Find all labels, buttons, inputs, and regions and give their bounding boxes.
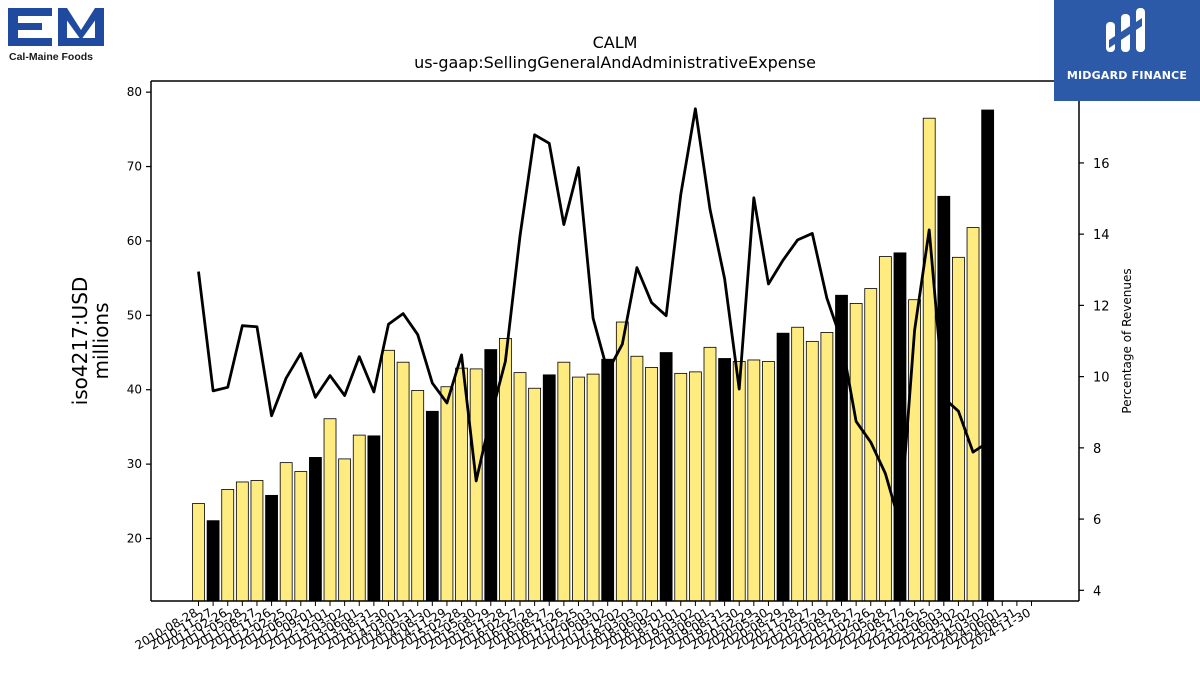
bar (630, 355, 644, 602)
bar (849, 303, 863, 602)
chart-title: CALM (593, 33, 638, 52)
percentage-line (197, 107, 989, 526)
y-tick-label: 30 (127, 457, 142, 471)
bar (440, 386, 454, 602)
bar (338, 458, 352, 602)
bar (659, 352, 673, 602)
bar (703, 346, 717, 602)
bar (279, 462, 293, 602)
bar (542, 374, 556, 602)
bar (411, 390, 425, 602)
bar (586, 373, 600, 602)
bar (250, 480, 264, 602)
bar (206, 520, 220, 602)
bar (425, 410, 439, 602)
bar (309, 457, 322, 602)
bar (557, 361, 571, 602)
bar (952, 256, 965, 602)
bar (323, 418, 337, 602)
y2-tick-label: 4 (1093, 584, 1101, 599)
y-tick-label: 80 (127, 85, 142, 99)
bar (192, 503, 205, 602)
y2-tick-label: 14 (1093, 228, 1110, 243)
y-tick-label: 70 (127, 160, 142, 174)
bar (528, 387, 542, 602)
bar (221, 489, 235, 602)
bar (674, 372, 688, 602)
bars-layer (192, 109, 995, 602)
bar (791, 326, 805, 602)
y2-tick-label: 16 (1093, 157, 1110, 172)
bar (981, 109, 995, 602)
bar (235, 481, 249, 602)
bar (382, 349, 395, 602)
bar (572, 376, 585, 602)
bar (469, 368, 483, 602)
bar (688, 371, 702, 602)
y-tick-label: 60 (127, 234, 142, 248)
bar (367, 435, 381, 602)
midgard-finance-logo-text: MIDGARD FINANCE (1066, 69, 1188, 82)
midgard-finance-logo: MIDGARD FINANCE (1054, 0, 1200, 101)
cal-maine-emblem-icon (8, 8, 104, 46)
cal-maine-logo-text: Cal-Maine Foods (9, 51, 94, 63)
bar (294, 471, 308, 602)
y2-axis-label: Percentage of Revenues (1120, 268, 1134, 413)
bar (601, 358, 615, 602)
bar (396, 361, 410, 602)
bar (893, 252, 907, 602)
y-axis-label: iso4217:USDmillions (68, 277, 113, 406)
chart-subtitle: us-gaap:SellingGeneralAndAdministrativeE… (414, 53, 816, 72)
y2-tick-label: 10 (1093, 371, 1110, 386)
axes-layer (146, 80, 1084, 606)
bar (878, 256, 892, 602)
bar (718, 358, 731, 602)
bar (513, 372, 527, 602)
bar (484, 349, 498, 602)
cal-maine-logo (8, 6, 108, 68)
bar (776, 332, 790, 602)
bar (645, 367, 658, 602)
bar (820, 332, 834, 602)
y-tick-label: 50 (127, 308, 142, 322)
bar (265, 494, 278, 602)
y2-tick-label: 8 (1093, 442, 1101, 457)
bar (747, 359, 761, 602)
y2-tick-label: 12 (1093, 299, 1110, 314)
bar (732, 361, 746, 602)
bar (352, 434, 366, 602)
bar (922, 117, 936, 602)
bar (805, 340, 819, 602)
bar (762, 361, 775, 602)
y2-tick-label: 6 (1093, 513, 1101, 528)
line-layer (197, 107, 989, 526)
y-tick-label: 40 (127, 383, 142, 397)
midgard-emblem-icon (1106, 8, 1145, 52)
y-tick-label: 20 (127, 532, 142, 546)
bar (966, 227, 980, 602)
bar (615, 321, 629, 602)
